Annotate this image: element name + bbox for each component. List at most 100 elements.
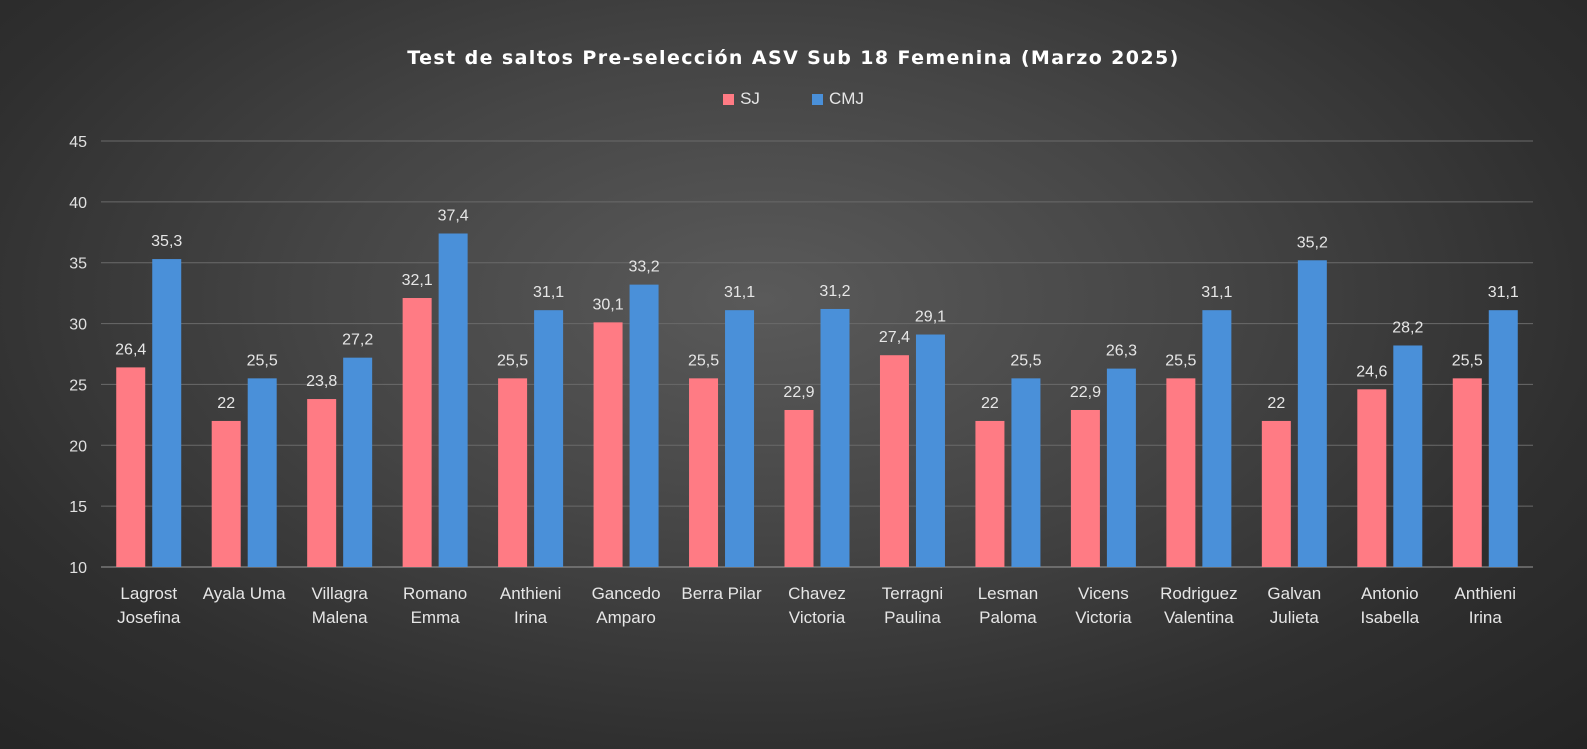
x-tick-label: Anthieni	[1455, 584, 1516, 603]
bar-cmj	[820, 308, 850, 567]
legend-swatch-sj	[723, 93, 735, 105]
bar-cmj	[247, 378, 277, 567]
y-tick-label: 10	[69, 560, 87, 577]
x-tick-label: Julieta	[1270, 608, 1320, 627]
x-tick-label: Paulina	[884, 608, 941, 627]
bar-cmj	[438, 233, 468, 567]
x-tick-label: Valentina	[1164, 608, 1234, 627]
bar-cmj	[1297, 260, 1327, 567]
bar-sj	[116, 367, 146, 567]
data-label-cmj: 31,2	[819, 283, 850, 300]
y-tick-label: 40	[69, 195, 87, 212]
data-label-cmj: 37,4	[438, 208, 469, 225]
data-label-cmj: 35,3	[151, 233, 182, 250]
x-tick-label: Chavez	[788, 584, 846, 603]
bar-cmj	[343, 357, 373, 567]
bar-sj	[689, 378, 719, 567]
data-label-sj: 22	[1267, 395, 1285, 412]
legend-label-cmj: CMJ	[828, 89, 864, 108]
bar-sj	[307, 399, 337, 567]
data-label-cmj: 25,5	[1010, 352, 1041, 369]
y-tick-label: 20	[69, 438, 87, 455]
bar-cmj	[534, 310, 564, 567]
legend: SJ CMJ	[0, 89, 1587, 109]
bar-sj	[1357, 389, 1387, 567]
bar-cmj	[915, 334, 945, 567]
x-tick-label: Antonio	[1361, 584, 1419, 603]
x-tick-label: Rodriguez	[1160, 584, 1238, 603]
x-tick-label: Villagra	[311, 584, 368, 603]
data-label-cmj: 27,2	[342, 332, 373, 349]
data-label-sj: 23,8	[306, 373, 337, 390]
data-label-sj: 30,1	[592, 296, 623, 313]
x-tick-label: Lagrost	[120, 584, 177, 603]
bar-sj	[1166, 378, 1196, 567]
bar-cmj	[1011, 378, 1041, 567]
data-label-cmj: 31,1	[724, 284, 755, 301]
x-tick-label: Paloma	[979, 608, 1037, 627]
y-tick-label: 45	[69, 134, 87, 151]
x-tick-label: Victoria	[1075, 608, 1132, 627]
x-tick-label: Vicens	[1078, 584, 1129, 603]
x-tick-label: Irina	[1469, 608, 1503, 627]
data-label-sj: 22,9	[1070, 384, 1101, 401]
data-label-cmj: 31,1	[533, 284, 564, 301]
bar-sj	[879, 355, 909, 567]
data-label-sj: 22,9	[783, 384, 814, 401]
data-label-sj: 27,4	[879, 329, 910, 346]
x-tick-label: Galvan	[1267, 584, 1321, 603]
y-tick-label: 35	[69, 256, 87, 273]
x-tick-label: Irina	[514, 608, 548, 627]
bar-cmj	[1393, 345, 1423, 567]
bar-sj	[498, 378, 528, 567]
data-label-cmj: 31,1	[1488, 284, 1519, 301]
x-tick-label: Anthieni	[500, 584, 561, 603]
x-tick-label: Gancedo	[592, 584, 661, 603]
data-label-sj: 25,5	[1452, 352, 1483, 369]
data-label-sj: 25,5	[688, 352, 719, 369]
bar-sj	[593, 322, 623, 567]
x-tick-label: Terragni	[882, 584, 943, 603]
data-label-sj: 22	[981, 395, 999, 412]
x-tick-label: Isabella	[1360, 608, 1419, 627]
x-tick-label: Emma	[411, 608, 461, 627]
x-tick-label: Josefina	[117, 608, 181, 627]
bar-cmj	[1488, 310, 1518, 567]
bar-sj	[1261, 420, 1291, 567]
data-label-cmj: 25,5	[247, 352, 278, 369]
bar-sj	[211, 420, 241, 567]
data-label-sj: 26,4	[115, 341, 146, 358]
x-tick-label: Malena	[312, 608, 368, 627]
bar-sj	[975, 420, 1005, 567]
data-label-sj: 25,5	[1165, 352, 1196, 369]
x-tick-label: Lesman	[978, 584, 1038, 603]
data-label-sj: 25,5	[497, 352, 528, 369]
data-label-cmj: 26,3	[1106, 343, 1137, 360]
data-label-cmj: 33,2	[628, 259, 659, 276]
y-tick-label: 25	[69, 377, 87, 394]
x-tick-label: Amparo	[596, 608, 656, 627]
chart-title: Test de saltos Pre-selección ASV Sub 18 …	[407, 47, 1180, 69]
bar-cmj	[629, 284, 659, 567]
y-tick-label: 30	[69, 317, 87, 334]
data-label-cmj: 28,2	[1392, 319, 1423, 336]
bar-cmj	[1202, 310, 1232, 567]
bar-cmj	[725, 310, 755, 567]
legend-label-sj: SJ	[740, 89, 760, 108]
y-tick-label: 15	[69, 499, 87, 516]
bar-sj	[1070, 409, 1100, 567]
x-tick-label: Romano	[403, 584, 467, 603]
bar-cmj	[1106, 368, 1136, 567]
data-label-cmj: 31,1	[1201, 284, 1232, 301]
legend-item-sj: SJ	[723, 89, 760, 109]
data-label-cmj: 35,2	[1297, 234, 1328, 251]
x-tick-label: Berra Pilar	[681, 584, 762, 603]
data-label-sj: 24,6	[1356, 363, 1387, 380]
x-tick-label: Victoria	[789, 608, 846, 627]
data-label-cmj: 29,1	[915, 309, 946, 326]
bar-sj	[784, 409, 814, 567]
data-label-sj: 22	[217, 395, 235, 412]
legend-item-cmj: CMJ	[811, 89, 864, 109]
